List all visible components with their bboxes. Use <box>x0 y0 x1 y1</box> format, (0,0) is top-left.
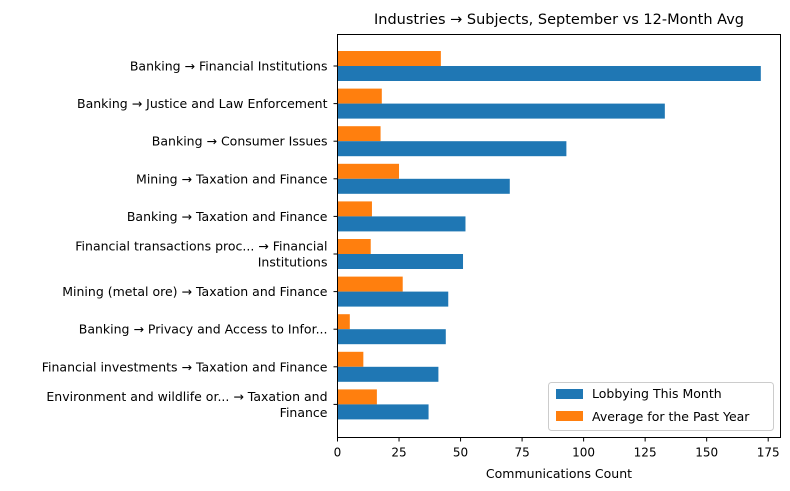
x-tick-label-3: 75 <box>514 446 529 460</box>
category-label-1: Banking → Justice and Law Enforcement <box>77 96 328 111</box>
bar-this-month-2 <box>337 141 567 157</box>
x-tick-label-0: 0 <box>334 446 342 460</box>
bar-this-month-3 <box>337 178 510 194</box>
bar-average-9 <box>337 389 377 405</box>
x-axis-label: Communications Count <box>486 466 632 481</box>
bar-this-month-4 <box>337 216 466 232</box>
bar-this-month-0 <box>337 66 761 81</box>
bar-this-month-6 <box>337 291 449 307</box>
category-label-3: Mining → Taxation and Finance <box>136 171 328 186</box>
category-label-5: Financial transactions proc... → Financi… <box>75 239 327 270</box>
x-tick-label-5: 125 <box>634 446 657 460</box>
bar-this-month-9 <box>337 404 429 420</box>
category-label-4: Banking → Taxation and Finance <box>127 209 328 224</box>
legend-swatch-1 <box>556 389 583 399</box>
plot-frame <box>337 34 781 438</box>
legend-label-2: Average for the Past Year <box>592 409 750 424</box>
legend-label-1: Lobbying This Month <box>592 386 722 401</box>
bar-this-month-5 <box>337 254 464 269</box>
bar-this-month-8 <box>337 366 439 382</box>
x-tick-label-2: 50 <box>453 446 468 460</box>
category-label-9: Environment and wildlife or... → Taxatio… <box>46 389 327 420</box>
x-tick-label-6: 150 <box>695 446 718 460</box>
legend-swatch-2 <box>556 411 583 421</box>
bar-average-4 <box>337 201 372 217</box>
bar-average-7 <box>337 314 350 330</box>
x-tick-label-1: 25 <box>391 446 406 460</box>
category-labels: Banking → Financial Institutions Banking … <box>42 59 338 420</box>
legend-box <box>548 382 774 431</box>
chart-title: Industries → Subjects, September vs 12-M… <box>374 12 744 28</box>
bar-average-5 <box>337 239 371 254</box>
x-tick-label-7: 175 <box>757 446 780 460</box>
bar-average-1 <box>337 88 382 104</box>
bars-group <box>337 51 761 420</box>
x-ticks: 0 25 50 75 100 125 150 175 <box>334 437 780 460</box>
bar-average-3 <box>337 163 400 179</box>
category-label-6: Mining (metal ore) → Taxation and Financ… <box>62 284 328 299</box>
category-label-0: Banking → Financial Institutions <box>130 59 328 74</box>
bar-this-month-1 <box>337 103 665 119</box>
bar-average-0 <box>337 51 441 66</box>
x-tick-label-4: 100 <box>572 446 595 460</box>
legend: Lobbying This Month Average for the Past… <box>548 382 774 431</box>
category-label-8: Financial investments → Taxation and Fin… <box>42 359 328 374</box>
bar-average-6 <box>337 276 403 292</box>
bar-average-8 <box>337 351 364 367</box>
bar-average-2 <box>337 126 381 142</box>
bar-this-month-7 <box>337 329 446 345</box>
category-label-7: Banking → Privacy and Access to Infor... <box>79 322 328 337</box>
category-label-2: Banking → Consumer Issues <box>152 134 328 149</box>
